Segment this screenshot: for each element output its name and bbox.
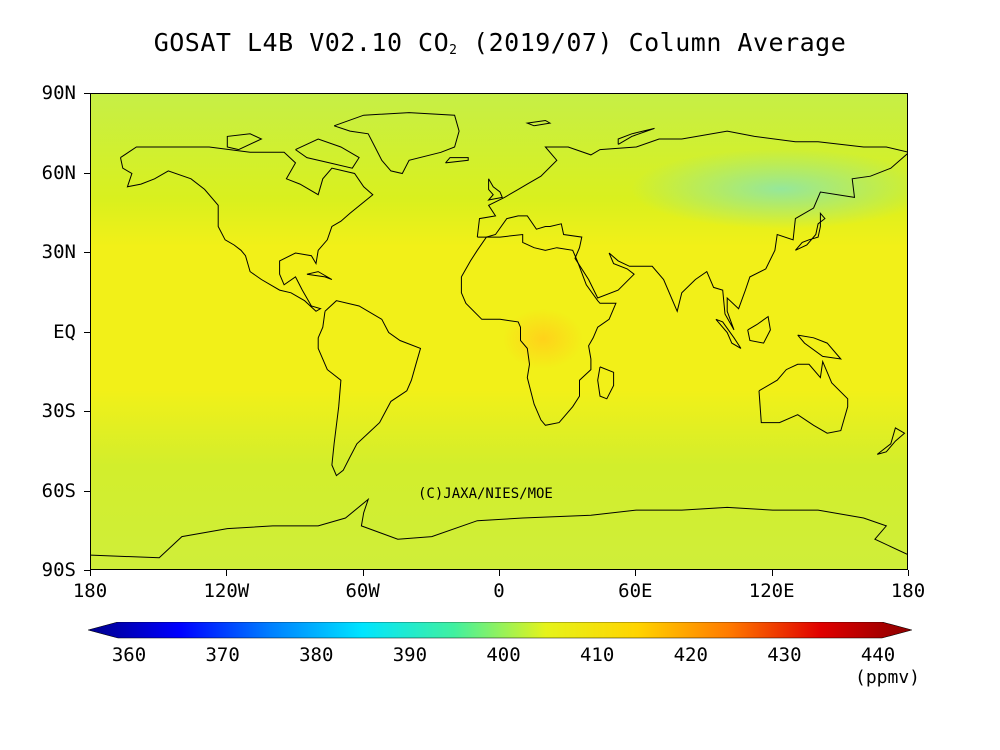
coastline-14 [597,366,615,400]
longitude-label-180: 180 [890,580,926,602]
co2-map [90,93,908,570]
colorbar [88,622,912,639]
latitude-tick [84,93,90,94]
colorbar-tick-410: 410 [579,644,615,666]
colorbar-tick-370: 370 [205,644,240,666]
longitude-tick [90,570,91,576]
coastline-0 [120,146,374,312]
colorbar-unit: (ppmv) [855,667,921,688]
longitude-tick [908,570,909,576]
longitude-tick [226,570,228,576]
longitude-label-60e: 60E [618,580,653,602]
title-subscript: 2 [449,43,458,58]
co2-field [91,94,907,569]
coastline-1 [317,300,422,477]
latitude-label-30s: 30S [41,400,76,422]
latitude-label-60n: 60N [41,161,76,184]
colorbar-tick-420: 420 [673,644,708,666]
coastline-5 [91,497,907,559]
longitude-label-60w: 60W [345,580,380,602]
latitude-tick [84,252,90,253]
coastline-6 [333,112,460,175]
coastline-16 [306,271,333,280]
latitude-tick [84,172,90,174]
coastline-7 [487,178,504,201]
colorbar-tick-390: 390 [392,644,428,666]
coastline-11 [715,318,742,349]
colorbar-tick-380: 380 [299,644,334,666]
latitude-label-eq: EQ [53,320,76,343]
coastline-19 [617,127,655,145]
title-prefix: GOSAT L4B V02.10 CO [153,28,450,57]
longitude-tick [499,570,500,576]
longitude-label-180: 180 [72,580,108,602]
coastline-10 [226,133,263,151]
map-title: GOSAT L4B V02.10 CO2 (2019/07) Column Av… [0,28,1000,58]
colorbar-tick-430: 430 [767,644,802,666]
coastline-18 [525,119,552,127]
coastline-12 [747,315,771,344]
coastlines [91,112,907,559]
longitude-label-120e: 120E [748,580,795,602]
longitude-tick [771,570,773,576]
latitude-tick [84,570,90,571]
coastline-9 [295,138,360,169]
coastline-3 [460,233,617,426]
coastline-17 [445,157,469,164]
title-suffix: (2019/07) Column Average [457,28,847,57]
latitude-tick [84,411,90,412]
coastline-2 [476,130,907,331]
longitude-label-0: 0 [493,580,505,602]
latitude-tick [84,331,90,333]
longitude-tick [635,570,637,576]
copyright-credit: (C)JAXA/NIES/MOE [418,486,553,502]
coastline-4 [758,359,849,434]
colorbar-tick-360: 360 [111,644,147,666]
central-africa-high-co2-region [503,309,583,369]
coastline-13 [797,334,843,360]
colorbar-tick-440: 440 [860,644,896,666]
longitude-tick [362,570,364,576]
latitude-label-90n: 90N [41,82,76,104]
siberia-low-co2-region [631,149,907,229]
latitude-tick [84,490,90,492]
latitude-label-90s: 90S [41,559,76,581]
longitude-label-120w: 120W [203,580,250,602]
latitude-label-60s: 60S [41,479,76,502]
coastline-15 [876,427,906,455]
latitude-label-30n: 30N [41,241,76,263]
colorbar-tick-400: 400 [486,644,521,666]
colorbar-ramp [88,622,912,639]
coastline-8 [795,211,826,251]
